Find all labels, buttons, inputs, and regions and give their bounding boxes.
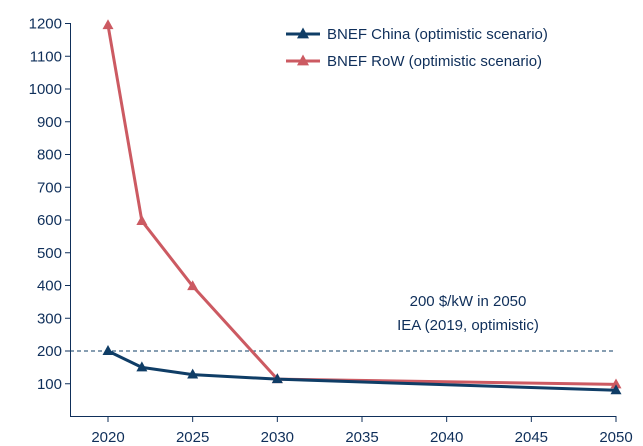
series-1-point: [102, 19, 114, 30]
series-1-point: [610, 378, 622, 389]
x-tick-label: 2025: [176, 429, 209, 446]
y-tick-label: 600: [37, 212, 62, 229]
y-tick-label: 200: [37, 343, 62, 360]
x-tick-label: 2020: [91, 429, 124, 446]
y-tick-label: 700: [37, 179, 62, 196]
y-tick-label: 900: [37, 114, 62, 131]
reference-line-label-1: 200 $/kW in 2050: [410, 293, 527, 310]
x-tick-label: 2035: [345, 429, 378, 446]
y-tick-label: 1000: [29, 81, 62, 98]
series-0-point: [102, 345, 114, 355]
series-0-point: [271, 373, 283, 384]
x-axis-ticks: 2020 2025 2030 2035 2040 2045 2050: [91, 416, 633, 446]
x-tick-label: 2040: [430, 429, 463, 446]
y-tick-label: 800: [37, 147, 62, 164]
series-line-1: [106, 24, 617, 386]
y-tick-label: 100: [37, 376, 62, 393]
legend-item-row: BNEF RoW (optimistic scenario): [286, 53, 542, 70]
legend-marker-row: [297, 54, 309, 66]
reference-line-label-2: IEA (2019, optimistic): [397, 317, 539, 334]
legend-marker-china: [297, 27, 309, 39]
x-tick-label: 2030: [261, 429, 294, 446]
y-tick-label: 300: [37, 310, 62, 327]
x-tick-label: 2050: [599, 429, 632, 446]
y-tick-label: 1200: [29, 16, 62, 33]
series-0-point: [136, 361, 148, 372]
legend: BNEF China (optimistic scenario) BNEF Ro…: [286, 26, 548, 70]
legend-label-row: BNEF RoW (optimistic scenario): [327, 53, 542, 70]
legend-label-china: BNEF China (optimistic scenario): [327, 26, 548, 43]
series-0-point: [610, 384, 622, 395]
series-1-point: [187, 280, 199, 291]
y-tick-label: 500: [37, 245, 62, 262]
legend-item-china: BNEF China (optimistic scenario): [286, 26, 548, 43]
series-layer: [102, 19, 622, 395]
y-tick-label: 1100: [30, 48, 62, 65]
x-tick-label: 2045: [515, 429, 548, 446]
series-1-point: [136, 215, 148, 225]
y-axis-ticks: 100 200 300 400 500 600 700 800 900 1000 1100 1200: [29, 16, 70, 393]
series-0-point: [187, 368, 199, 379]
y-tick-label: 400: [37, 278, 62, 295]
